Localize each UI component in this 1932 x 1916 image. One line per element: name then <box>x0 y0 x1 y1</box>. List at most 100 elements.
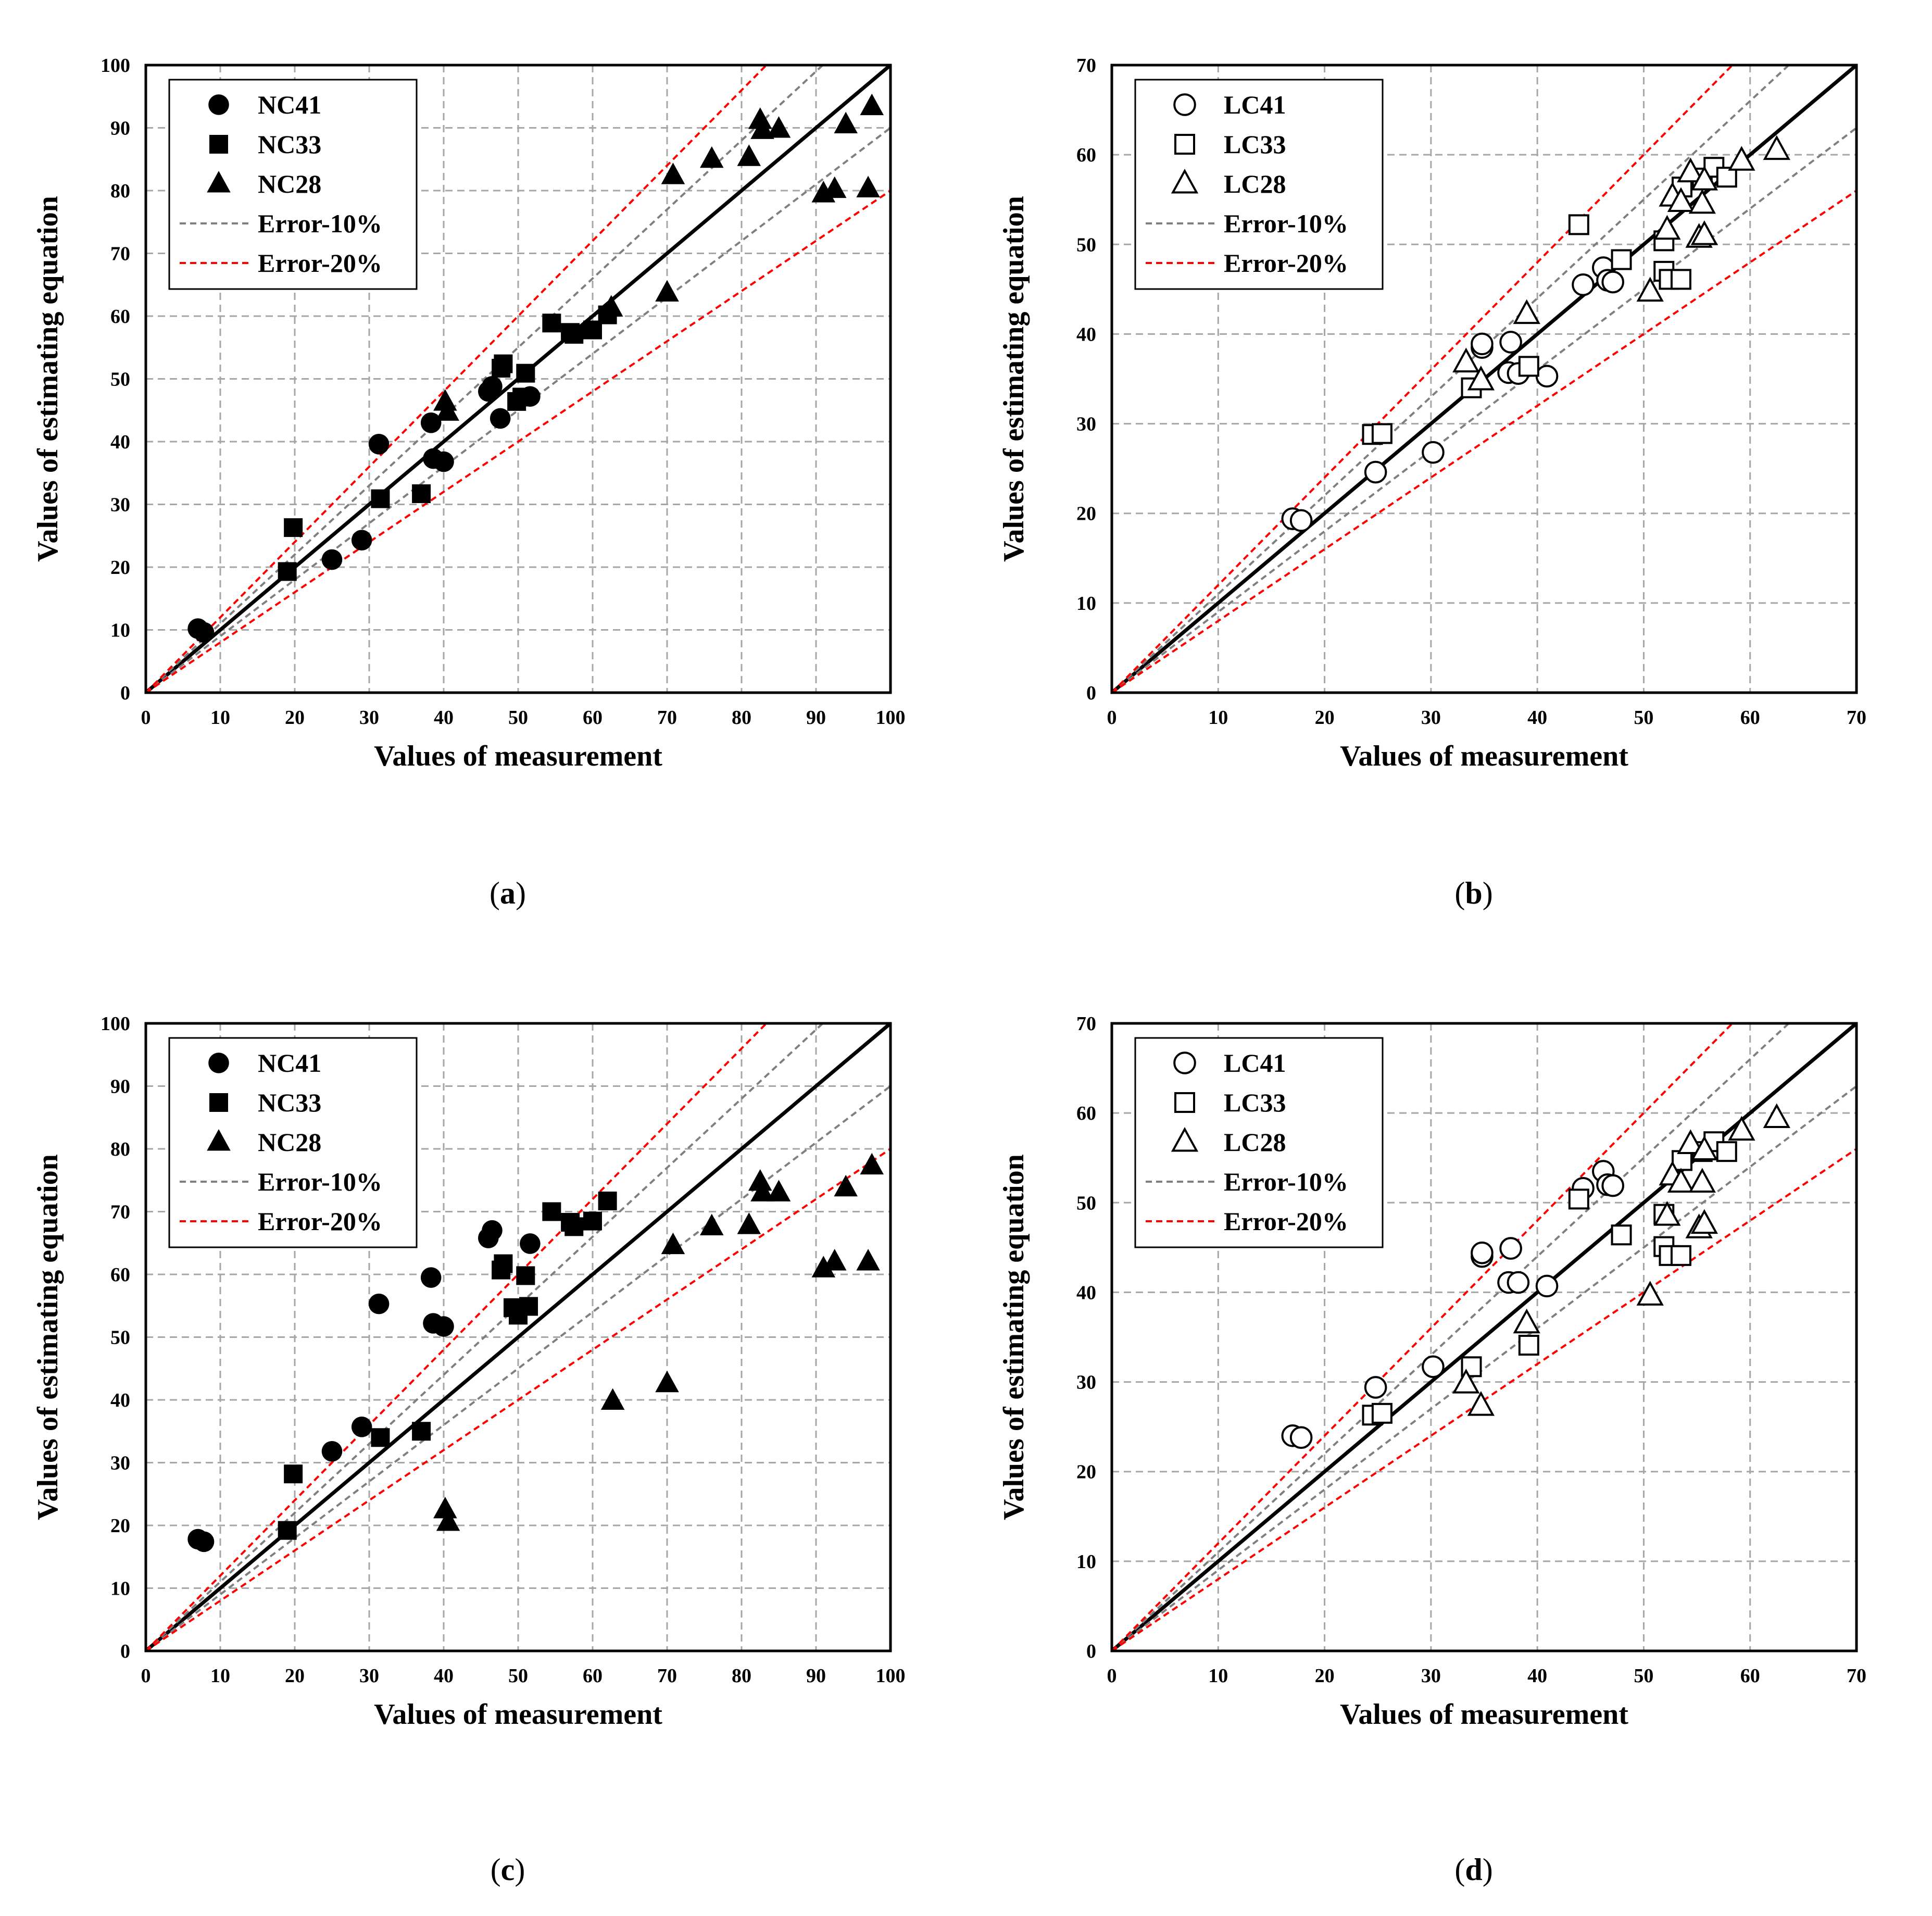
data-point-lc28 <box>1513 299 1540 324</box>
data-point-lc33 <box>1670 269 1691 290</box>
data-point-nc33 <box>494 354 513 373</box>
caption-open-paren: ( <box>490 876 500 910</box>
y-tick-label: 60 <box>110 1264 130 1286</box>
data-point-nc28 <box>433 389 457 411</box>
data-point-lc28 <box>1452 347 1480 373</box>
caption-letter: a <box>500 876 516 910</box>
y-tick-label: 10 <box>1076 1551 1096 1573</box>
y-tick-label: 20 <box>1076 503 1096 525</box>
x-tick-label: 50 <box>508 1665 528 1687</box>
y-tick-label: 10 <box>110 1578 130 1600</box>
x-tick-label: 30 <box>1421 1665 1441 1687</box>
legend-label-error-20%: Error-20% <box>258 1207 382 1236</box>
reference-line-error-20% <box>146 190 890 693</box>
caption-close-paren: ) <box>516 876 526 910</box>
x-axis-label: Values of measurement <box>374 1698 662 1731</box>
x-axis-label: Values of measurement <box>1340 1698 1628 1731</box>
y-tick-label: 50 <box>1076 234 1096 256</box>
legend-label-nc33: NC33 <box>258 130 321 159</box>
data-point-lc28 <box>1667 187 1695 212</box>
caption-close-paren: ) <box>1483 1852 1493 1887</box>
data-point-nc41 <box>420 412 442 433</box>
y-tick-label: 40 <box>110 1389 130 1411</box>
legend-label-lc28: LC28 <box>1224 1128 1286 1157</box>
data-point-lc33 <box>1461 1356 1482 1377</box>
y-tick-label: 80 <box>110 1138 130 1160</box>
data-point-lc28 <box>1653 215 1681 240</box>
data-point-nc28 <box>834 1174 858 1197</box>
panel-caption: (c) <box>491 1852 525 1887</box>
series-nc33 <box>278 305 617 581</box>
legend-label-error-10%: Error-10% <box>258 209 382 238</box>
y-tick-label: 0 <box>120 1641 130 1662</box>
legend: NC41 NC33 NC28 Error-10% Error-20% <box>168 1037 418 1248</box>
caption-close-paren: ) <box>515 1852 525 1887</box>
y-tick-label: 50 <box>110 369 130 391</box>
reference-lines <box>146 1023 890 1651</box>
data-point-nc28 <box>822 1249 847 1271</box>
legend-box <box>168 79 418 290</box>
x-tick-label: 20 <box>285 707 305 729</box>
data-point-lc41 <box>1601 270 1624 294</box>
reference-line-error-10% <box>1112 1023 1790 1651</box>
data-point-lc28 <box>1763 135 1790 160</box>
x-tick-label: 50 <box>1634 707 1653 729</box>
data-point-nc28 <box>436 1509 460 1531</box>
y-tick-label: 20 <box>1076 1461 1096 1483</box>
data-point-lc33 <box>1371 1402 1392 1424</box>
series-nc28 <box>433 1153 884 1531</box>
data-point-nc33 <box>412 1422 431 1441</box>
y-tick-label: 40 <box>1076 1282 1096 1304</box>
data-point-nc41 <box>368 434 390 455</box>
x-tick-label: 20 <box>1315 1665 1335 1687</box>
data-point-nc41 <box>368 1293 390 1314</box>
data-point-nc33 <box>583 1211 602 1231</box>
data-point-lc28 <box>1667 1168 1695 1193</box>
data-point-lc28 <box>1690 166 1718 191</box>
data-point-lc28 <box>1677 1129 1704 1154</box>
x-tick-label: 70 <box>657 1665 677 1687</box>
data-point-nc33 <box>542 314 561 333</box>
y-tick-label: 30 <box>1076 414 1096 435</box>
caption-letter: b <box>1465 876 1482 910</box>
x-axis-label: Values of measurement <box>374 740 662 772</box>
series-nc41 <box>187 1220 541 1552</box>
data-point-nc28 <box>856 176 880 197</box>
data-point-lc28 <box>1690 1135 1718 1161</box>
x-tick-label: 40 <box>434 1665 454 1687</box>
data-point-nc28 <box>767 1180 791 1201</box>
legend-label-nc41: NC41 <box>258 1048 321 1078</box>
x-tick-label: 50 <box>1634 1665 1653 1687</box>
x-tick-label: 80 <box>732 1665 751 1687</box>
caption-open-paren: ( <box>1454 1852 1465 1887</box>
data-point-lc28 <box>1690 220 1718 245</box>
legend-marker-lc41 <box>1173 93 1196 116</box>
x-tick-label: 70 <box>1847 707 1866 729</box>
data-point-nc33 <box>371 489 390 508</box>
chart-panel-d: 0 10 20 30 40 50 60 70 0 10 20 30 40 50 60 70 Values of … <box>998 1013 1866 1887</box>
y-tick-label: 50 <box>1076 1192 1096 1214</box>
x-tick-label: 0 <box>141 707 151 729</box>
data-point-lc28 <box>1636 277 1664 302</box>
data-point-lc28 <box>1688 1168 1716 1193</box>
panel-caption: (a) <box>490 876 526 910</box>
series-lc41 <box>1281 256 1624 532</box>
legend-label-nc33: NC33 <box>258 1088 321 1117</box>
chart-panel-c: 0 10 20 30 40 50 60 70 80 90 100 0 10 20 30 40 50 60 70 80 9… <box>32 1013 906 1887</box>
x-tick-label: 30 <box>359 707 379 729</box>
data-point-lc41 <box>1535 365 1559 388</box>
x-tick-label: 90 <box>806 707 826 729</box>
data-point-nc28 <box>748 107 772 129</box>
data-point-lc28 <box>1636 1281 1664 1306</box>
data-point-lc41 <box>1471 332 1494 356</box>
caption-open-paren: ( <box>1454 876 1465 910</box>
plot-frame <box>1110 64 1858 694</box>
data-point-nc33 <box>284 518 303 537</box>
reference-line-error-10% <box>146 65 824 693</box>
data-point-nc28 <box>661 1232 685 1255</box>
chart-panel-a: 0 10 20 30 40 50 60 70 80 90 100 0 10 20 30 40 50 60 70 80 9… <box>32 55 906 910</box>
legend-label-error-10%: Error-10% <box>1224 209 1348 238</box>
data-point-nc41 <box>482 376 503 397</box>
data-point-lc28 <box>1467 365 1495 391</box>
data-point-nc28 <box>750 1180 774 1201</box>
